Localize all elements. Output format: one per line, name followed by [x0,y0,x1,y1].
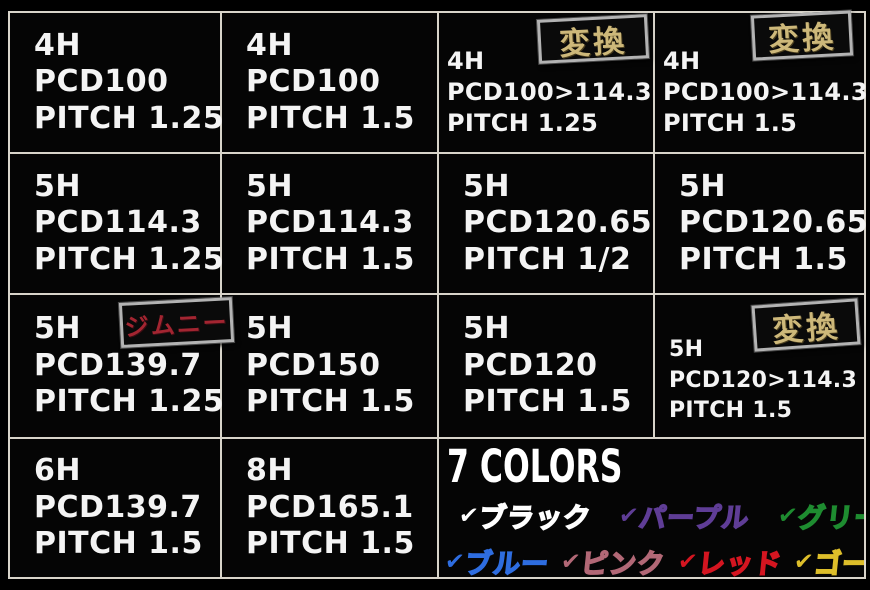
color-label: ゴールド [811,548,864,577]
pitch-label: PITCH 1.25 [447,108,599,137]
check-icon: ✔ [559,548,582,575]
color-item-purple: ✔ パープル [617,496,752,535]
pcd-label: PCD165.1 [246,489,414,525]
check-icon: ✔ [443,548,466,575]
colors-panel: 7 COLORS ✔ ブラック ✔ パープル ✔ グリーン ✔ ブルー [439,439,864,577]
check-icon: ✔ [776,502,799,529]
pcd-label: PCD150 [246,347,381,383]
colors-row-2: ✔ ブルー ✔ ピンク ✔ レッド ✔ ゴールド [443,542,864,577]
holes-label: 5H [669,336,704,362]
conversion-badge: 変換 [750,10,854,61]
color-item-red: ✔ レッド [676,542,784,577]
pitch-label: PITCH 1.25 [34,100,225,136]
spec-cell: 5H PCD114.3 PITCH 1.25 [10,154,225,293]
pcd-label: PCD120.65 [679,205,869,241]
conversion-badge: 変換 [751,298,861,352]
check-icon: ✔ [792,548,815,575]
spec-cell: 5H PCD114.3 PITCH 1.5 [222,154,437,293]
holes-label: 4H [447,47,485,76]
pitch-label: PITCH 1.5 [669,398,793,424]
pitch-label: PITCH 1.25 [34,384,225,420]
holes-label: 5H [34,311,81,347]
pitch-label: PITCH 1.25 [34,241,225,277]
pcd-label: PCD120.65 [463,205,653,241]
spec-cell: 8H PCD165.1 PITCH 1.5 [222,439,437,577]
pcd-label: PCD100>114.3 [663,78,868,107]
spec-table: 4H PCD100 PITCH 1.25 4H PCD100 PITCH 1.5… [8,11,869,579]
conversion-badge: 変換 [536,14,650,64]
holes-label: 4H [34,27,81,63]
spec-cell: 4H PCD100 PITCH 1.5 [222,13,437,152]
holes-label: 5H [34,168,81,204]
pcd-label: PCD114.3 [34,205,202,241]
color-label: グリーン [795,502,864,535]
pitch-label: PITCH 1.5 [246,241,415,277]
color-label: ブルー [462,548,551,577]
spec-cell: 5H PCD120.65 PITCH 1.5 [655,154,869,293]
colors-row-1: ✔ ブラック ✔ パープル ✔ グリーン [457,496,864,535]
color-label: ピンク [579,548,668,577]
spec-cell: 4H PCD100 PITCH 1.25 [10,13,225,152]
holes-label: 5H [246,311,293,347]
pcd-label: PCD100 [34,64,169,100]
spec-cell: 5H PCD120.65 PITCH 1/2 [439,154,653,293]
color-item-green: ✔ グリーン [776,496,864,535]
pitch-label: PITCH 1.5 [463,384,632,420]
holes-label: 5H [463,311,510,347]
pcd-label: PCD120>114.3 [669,367,858,393]
color-label: レッド [695,548,784,577]
pcd-label: PCD100>114.3 [447,78,652,107]
holes-label: 5H [246,168,293,204]
pitch-label: PITCH 1/2 [463,241,632,277]
color-label: パープル [637,502,752,535]
color-label: ブラック [476,502,593,535]
holes-label: 8H [246,453,293,489]
pcd-label: PCD139.7 [34,489,202,525]
color-item-pink: ✔ ピンク [559,542,668,577]
spec-cell: 6H PCD139.7 PITCH 1.5 [10,439,220,577]
holes-label: 5H [679,168,726,204]
pitch-label: PITCH 1.5 [246,100,415,136]
pitch-label: PITCH 1.5 [679,241,848,277]
color-item-black: ✔ ブラック [457,496,594,535]
holes-label: 4H [246,27,293,63]
spec-cell: 5H PCD120 PITCH 1.5 [439,295,653,437]
check-icon: ✔ [457,502,480,529]
holes-label: 4H [663,47,701,76]
color-item-gold: ✔ ゴールド [792,542,864,577]
check-icon: ✔ [617,502,640,529]
color-item-blue: ✔ ブルー [443,542,552,577]
holes-label: 5H [463,168,510,204]
jimny-badge: ジムニー [118,297,235,348]
colors-panel-title: 7 COLORS [447,440,623,493]
pcd-label: PCD120 [463,347,598,383]
pitch-label: PITCH 1.5 [246,526,415,562]
pcd-label: PCD114.3 [246,205,414,241]
pitch-label: PITCH 1.5 [34,526,203,562]
pcd-label: PCD100 [246,64,381,100]
holes-label: 6H [34,453,81,489]
spec-cell: 5H PCD150 PITCH 1.5 [222,295,437,437]
check-icon: ✔ [676,548,699,575]
pcd-label: PCD139.7 [34,347,202,383]
pitch-label: PITCH 1.5 [246,384,415,420]
pitch-label: PITCH 1.5 [663,108,798,137]
